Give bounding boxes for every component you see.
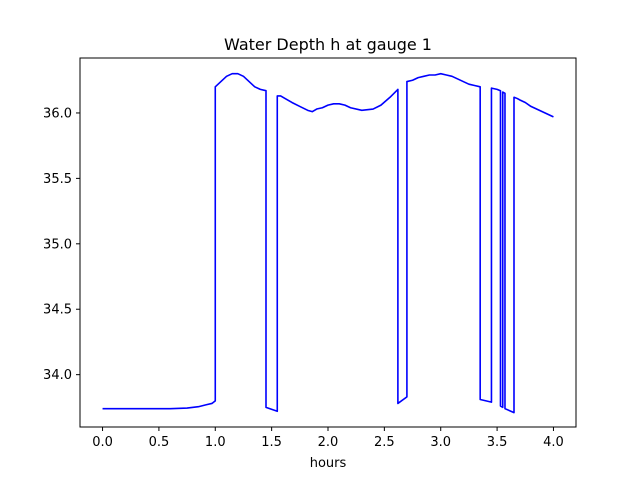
x-axis: 0.0 0.5 1.0 1.5 2.0 2.5 3.0 3.5 4.0 <box>92 427 564 450</box>
plot-frame <box>79 57 577 428</box>
series-line-0 <box>102 72 554 414</box>
x-tick-label: 0.0 <box>92 435 113 450</box>
x-tick-label: 1.0 <box>205 435 226 450</box>
x-tick-label: 2.0 <box>318 435 339 450</box>
x-tick-label: 3.5 <box>487 435 508 450</box>
y-axis: 34.0 34.5 35.0 35.5 36.0 <box>43 106 80 383</box>
y-tick-label: 35.0 <box>43 237 72 252</box>
x-axis-label: hours <box>310 456 347 471</box>
y-tick-label: 36.0 <box>43 106 72 121</box>
plot-area <box>102 72 554 414</box>
x-tick-label: 4.0 <box>543 435 564 450</box>
y-tick-label: 34.0 <box>43 368 72 383</box>
x-tick-label: 3.0 <box>430 435 451 450</box>
x-tick-label: 0.5 <box>149 435 170 450</box>
x-tick-label: 1.5 <box>261 435 282 450</box>
y-tick-label: 35.5 <box>43 172 72 187</box>
chart-title: Water Depth h at gauge 1 <box>224 35 432 54</box>
x-tick-label: 2.5 <box>374 435 395 450</box>
y-tick-label: 34.5 <box>43 303 72 318</box>
